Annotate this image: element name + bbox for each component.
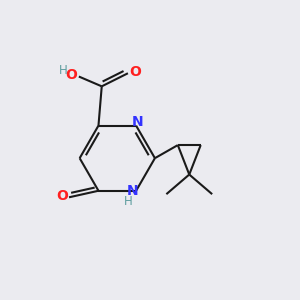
Text: O: O <box>56 189 68 203</box>
Text: N: N <box>132 115 143 129</box>
Text: H: H <box>124 195 132 208</box>
Text: N: N <box>126 184 138 198</box>
Text: O: O <box>129 64 141 79</box>
Text: H: H <box>59 64 68 77</box>
Text: O: O <box>66 68 78 82</box>
